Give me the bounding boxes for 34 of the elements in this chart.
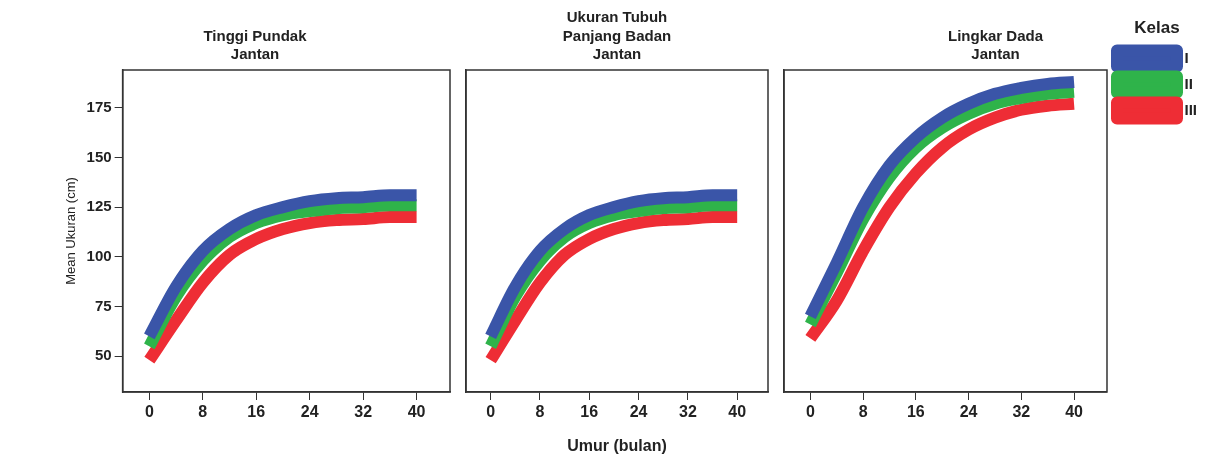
y-tick-label: 75 [94,296,112,314]
x-tick-label: 40 [407,403,426,421]
x-axis-title: Umur (bulan) [567,436,667,454]
x-tick-label: 32 [354,403,373,421]
x-tick-label: 8 [198,403,208,421]
x-tick-label: 40 [728,403,747,421]
x-tick-label: 8 [858,403,868,421]
x-tick-label: 32 [1012,403,1031,421]
x-tick-label: 24 [300,403,319,421]
chart-title: Panjang Badan Jantan [562,27,672,63]
x-tick-label: 40 [1065,403,1084,421]
y-axis-title: Mean Ukuran (cm) [63,177,79,285]
x-tick-label: 32 [678,403,697,421]
legend-label: I [1184,48,1189,66]
y-tick-label: 100 [86,246,112,264]
legend-label: II [1184,74,1193,92]
x-tick-label: 0 [805,403,815,421]
y-tick-label: 125 [86,197,112,215]
x-tick-label: 24 [959,403,978,421]
legend-label: III [1184,100,1198,118]
chart-title: Lingkar Dada Jantan [947,27,1044,63]
y-tick-label: 50 [94,346,112,364]
x-tick-label: 16 [906,403,925,421]
chart-title: Tinggi Pundak Jantan [203,27,308,63]
x-tick-label: 8 [535,403,545,421]
y-tick-label: 175 [86,97,112,115]
y-tick-label: 150 [86,147,112,165]
x-tick-label: 0 [486,403,496,421]
x-tick-label: 24 [629,403,648,421]
x-tick-label: 0 [144,403,154,421]
legend-title: Kelas [1134,18,1180,38]
text: Ukuran Tubuh [566,8,668,25]
x-tick-label: 16 [247,403,266,421]
x-tick-label: 16 [580,403,599,421]
